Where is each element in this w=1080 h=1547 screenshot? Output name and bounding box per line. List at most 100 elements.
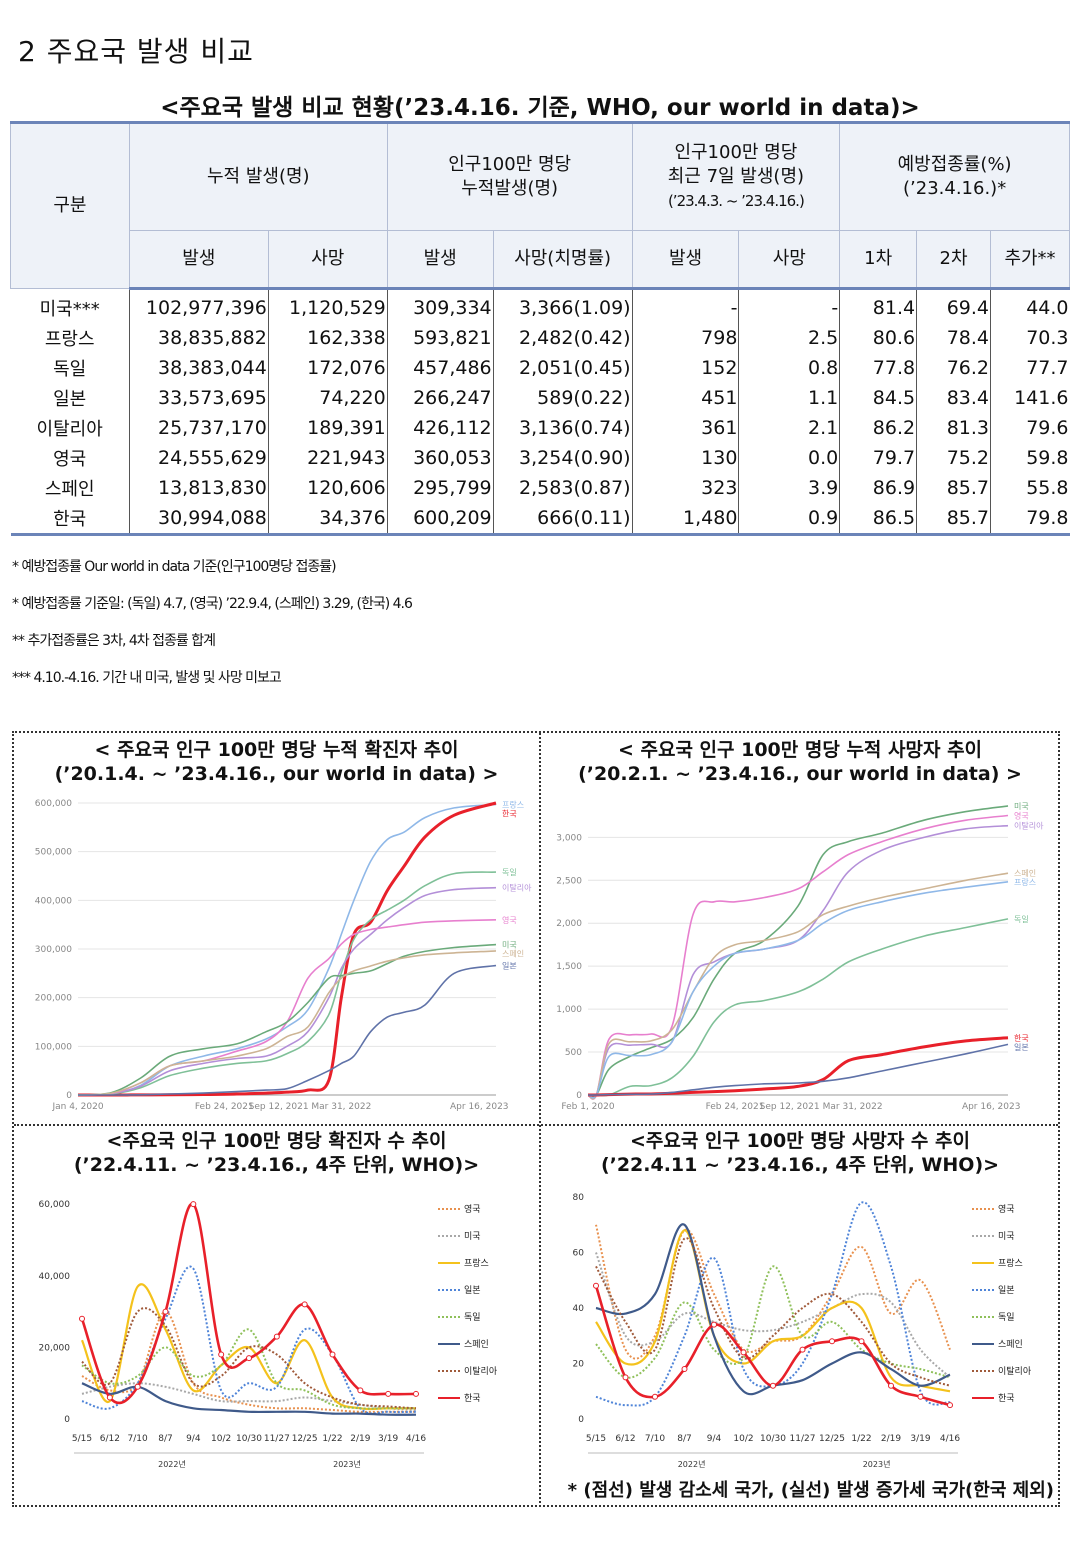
- subheader-3: 사망(치명률): [492, 230, 633, 290]
- y-tick-label: 1,500: [556, 962, 582, 972]
- series-line-이탈리아: [77, 886, 497, 1096]
- x-tick-label: 10/30: [760, 1434, 786, 1444]
- y-tick-label: 20: [573, 1360, 585, 1370]
- cell: 24,555,629: [128, 443, 269, 473]
- data-marker: [134, 1383, 141, 1390]
- cell: 34,376: [267, 503, 388, 536]
- legend-label: 일본: [998, 1285, 1015, 1296]
- cell: 70.3: [990, 323, 1070, 353]
- x-tick-label: 4/16: [406, 1434, 426, 1444]
- data-marker: [190, 1201, 197, 1208]
- data-marker: [329, 1351, 336, 1358]
- series-line-영국: [81, 1310, 416, 1413]
- header-category: 구분: [10, 121, 130, 289]
- x-tick-label: Sep 12, 2021: [249, 1102, 309, 1112]
- series-line-독일: [588, 918, 1009, 1097]
- subheader-8: 추가**: [990, 230, 1070, 290]
- x-tick-label: 11/27: [264, 1434, 290, 1444]
- cell: 130: [631, 443, 739, 473]
- header-cumulative: 누적 발생(명): [128, 121, 388, 231]
- table-row: 스페인 13,813,830 120,606 295,799 2,583(0.87) 32…: [11, 473, 1070, 503]
- data-marker: [622, 1374, 629, 1381]
- x-tick-label: 8/7: [158, 1434, 172, 1444]
- notes: * 예방접종률 Our world in data 기준(인구100명당 접종률…: [12, 556, 413, 704]
- data-marker: [273, 1333, 280, 1340]
- subheader-5: 사망: [738, 230, 841, 290]
- data-marker: [652, 1393, 658, 1400]
- data-marker: [385, 1390, 392, 1397]
- x-tick-label: 12/25: [819, 1434, 845, 1444]
- cell: 77.8: [839, 353, 917, 383]
- cell: 69.4: [916, 288, 991, 323]
- cell: 3,366(1.09): [492, 288, 633, 323]
- cell: 323: [631, 473, 739, 503]
- series-label: 이탈리아: [1014, 821, 1044, 831]
- data-marker: [413, 1390, 419, 1397]
- legend-label: 영국: [998, 1204, 1015, 1215]
- y-tick-label: 0: [66, 1091, 72, 1101]
- y-tick-label: 1,000: [556, 1005, 582, 1015]
- y-tick-label: 300,000: [35, 945, 72, 955]
- cell: 3.9: [738, 473, 840, 503]
- legend-label: 독일: [464, 1312, 481, 1323]
- note-4: *** 4.10.-4.16. 기간 내 미국, 발생 및 사망 미보고: [12, 670, 282, 686]
- data-marker: [740, 1349, 747, 1356]
- table-row: 미국*** 102,977,396 1,120,529 309,334 3,366(1.…: [11, 288, 1070, 323]
- y-tick-label: 600,000: [35, 799, 72, 809]
- x-tick-label: 8/7: [677, 1434, 691, 1444]
- data-marker: [162, 1308, 169, 1315]
- note-2: * 예방접종률 기준일: (독일) 4.7, (영국) ’22.9.4, (스페…: [12, 596, 413, 612]
- subheader-7: 2차: [916, 230, 991, 290]
- cell: 78.4: [916, 323, 991, 353]
- series-label: 영국: [502, 915, 517, 925]
- x-tick-label: 4/16: [940, 1434, 960, 1444]
- table-row: 한국 30,994,088 34,376 600,209 666(0.11) 1,480 0…: [10, 503, 1070, 536]
- x-tick-label: 1/22: [322, 1434, 342, 1444]
- y-tick-label: 500,000: [35, 848, 72, 858]
- data-marker: [218, 1351, 225, 1358]
- x-tick-label: 5/15: [586, 1434, 606, 1444]
- series-label: 독일: [1014, 915, 1029, 924]
- cell: 30,994,088: [128, 503, 269, 536]
- note-1: * 예방접종률 Our world in data 기준(인구100명당 접종률…: [12, 559, 337, 575]
- cell: 77.7: [990, 353, 1070, 383]
- cell: 13,813,830: [128, 473, 269, 503]
- cell: 666(0.11): [492, 503, 633, 536]
- cell: 83.4: [916, 383, 991, 413]
- cell: 172,076: [267, 353, 388, 383]
- year-label: 2023년: [333, 1459, 361, 1469]
- cell: 1,120,529: [267, 288, 388, 323]
- series-line-미국: [81, 1382, 417, 1411]
- cell: 162,338: [267, 323, 388, 353]
- cell: 81.4: [839, 288, 917, 323]
- cell: 44.0: [990, 288, 1070, 323]
- cell: 38,835,882: [128, 323, 269, 353]
- series-label: 미국: [1014, 802, 1029, 811]
- y-tick-label: 40,000: [39, 1272, 71, 1282]
- cell: 79.8: [990, 503, 1070, 536]
- cell: 81.3: [916, 413, 991, 443]
- series-label: 한국: [1014, 1034, 1029, 1043]
- table-row: 영국 24,555,629 221,943 360,053 3,254(0.90) 130…: [11, 443, 1070, 473]
- panel-divider-vertical: [539, 733, 541, 1507]
- row-country: 스페인: [44, 479, 95, 500]
- x-tick-label: Sep 12, 2021: [760, 1102, 820, 1112]
- y-tick-label: 20,000: [39, 1343, 71, 1353]
- series-line-프랑스: [80, 1283, 416, 1411]
- cell: 86.2: [839, 413, 917, 443]
- series-label: 프랑스: [1014, 877, 1036, 887]
- x-tick-label: 10/30: [236, 1434, 262, 1444]
- y-tick-label: 2,500: [556, 876, 582, 886]
- x-tick-label: Apr 16, 2023: [450, 1102, 509, 1112]
- x-tick-label: 6/12: [100, 1434, 120, 1444]
- cell: 3,254(0.90): [492, 443, 633, 473]
- series-line-프랑스: [595, 1229, 951, 1393]
- cell: 84.5: [839, 383, 917, 413]
- legend-label: 독일: [998, 1312, 1015, 1323]
- subheader-0: 발생: [128, 230, 269, 290]
- series-line-독일: [81, 1328, 416, 1410]
- x-tick-label: 1/22: [851, 1434, 871, 1444]
- series-label: 일본: [1014, 1043, 1029, 1052]
- table-row: 프랑스 38,835,882 162,338 593,821 2,482(0.42) 79…: [11, 323, 1070, 353]
- legend-label: 미국: [464, 1231, 481, 1242]
